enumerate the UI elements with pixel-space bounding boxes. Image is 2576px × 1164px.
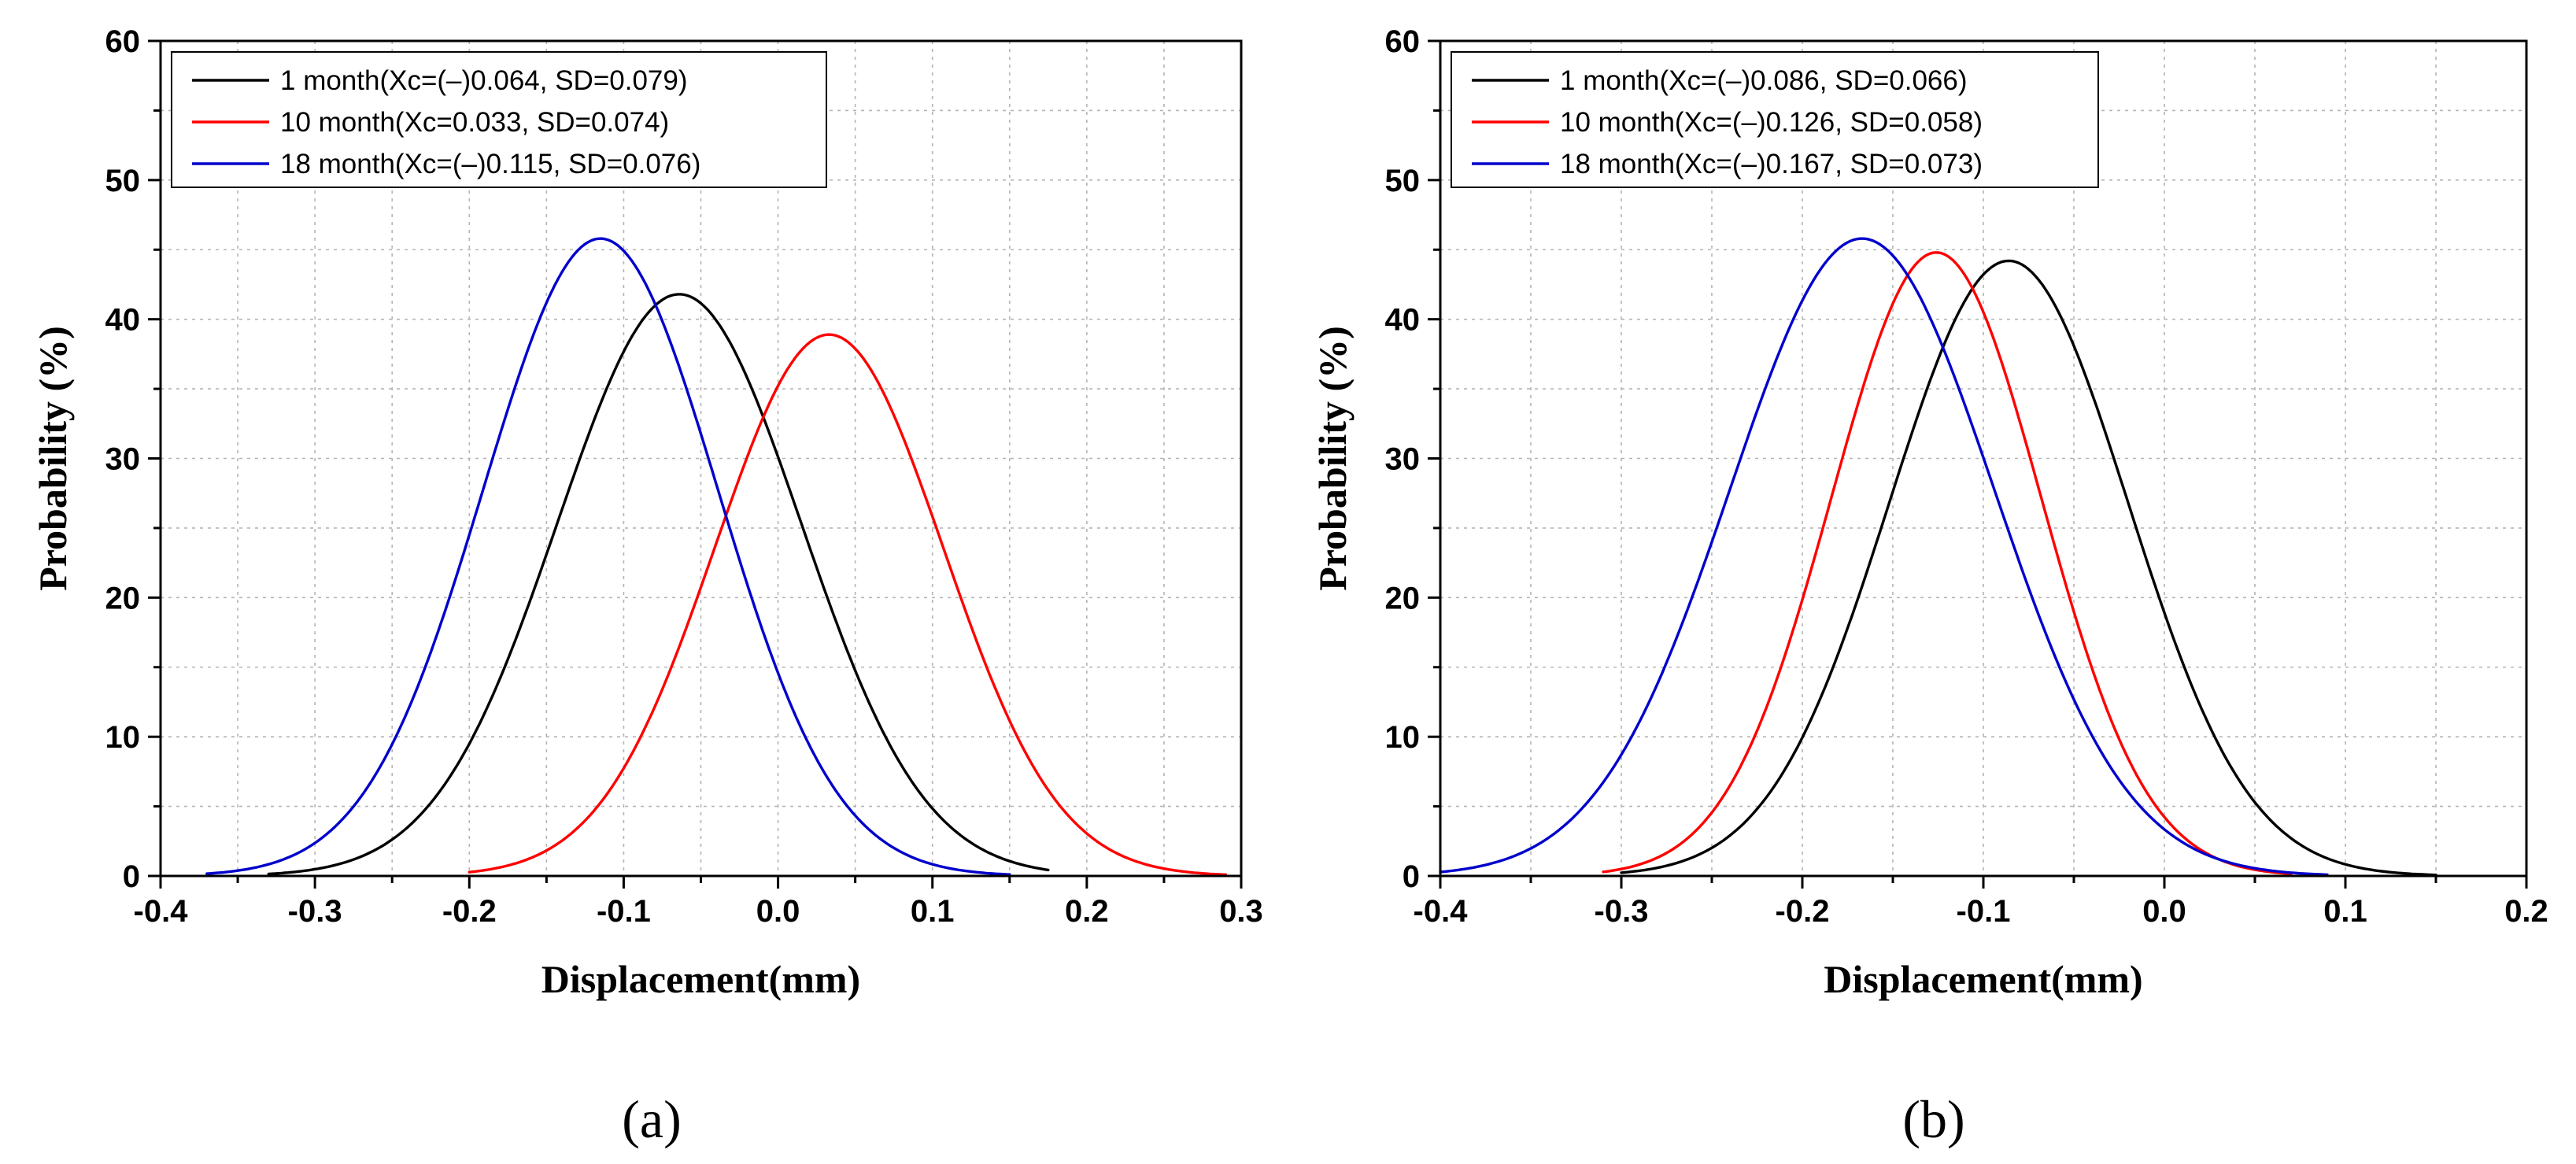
x-tick-label: 0.2: [1065, 894, 1109, 929]
y-tick-label: 10: [105, 720, 141, 755]
x-tick-label: 0.1: [2323, 894, 2367, 929]
series-group: [205, 237, 1228, 877]
series-line-1: [1620, 259, 2437, 877]
chart-panel-2: -0.4 -0.3 -0.2 -0.1 0.0 0.1 0.2 0 10 20 30 40 50 60 Di…: [1310, 24, 2548, 1149]
x-axis-title: Displacement(mm): [1824, 957, 2142, 1001]
series-line-1: [267, 293, 1050, 876]
y-tick-label: 20: [105, 581, 141, 615]
panel-label: (b): [1902, 1089, 1964, 1149]
x-tick-label: 0.0: [2142, 894, 2186, 929]
legend-label-3: 18 month(Xc=(–)0.167, SD=0.073): [1560, 149, 1983, 179]
x-tick-label: -0.2: [1776, 894, 1830, 929]
y-axis-title: Probability (%): [31, 326, 75, 591]
x-tick-label: 0.0: [756, 894, 800, 929]
x-tick-label: 0.1: [911, 894, 955, 929]
series-line-2: [1602, 251, 2293, 876]
y-axis: 0 10 20 30 40 50 60: [105, 24, 161, 894]
y-tick-label: 40: [105, 303, 141, 338]
x-tick-label: -0.4: [134, 894, 189, 929]
legend-box: [171, 51, 827, 188]
x-tick-label: -0.1: [1957, 894, 2011, 929]
y-axis-title: Probability (%): [1310, 326, 1355, 591]
x-tick-label: -0.3: [288, 894, 342, 929]
y-tick-label: 30: [105, 442, 141, 477]
series-line-2: [468, 333, 1228, 877]
legend-label-2: 10 month(Xc=(–)0.126, SD=0.058): [1560, 107, 1983, 138]
x-axis: -0.4 -0.3 -0.2 -0.1 0.0 0.1 0.2: [1414, 876, 2548, 929]
series-group: [1439, 237, 2437, 877]
x-tick-label: -0.4: [1414, 894, 1469, 929]
x-tick-label: 0.3: [1219, 894, 1263, 929]
y-tick-label: 0: [123, 859, 140, 894]
x-tick-label: -0.3: [1595, 894, 1649, 929]
legend: 1 month(Xc=(–)0.064, SD=0.079) 10 month(X…: [171, 51, 827, 188]
chart-panel-1: -0.4 -0.3 -0.2 -0.1 0.0 0.1 0.2 0.3 0 10 20 30 40 50 6…: [31, 24, 1263, 1149]
legend-label-1: 1 month(Xc=(–)0.086, SD=0.066): [1560, 65, 1968, 96]
y-tick-label: 10: [1385, 720, 1421, 755]
y-axis: 0 10 20 30 40 50 60: [1385, 24, 1440, 894]
legend: 1 month(Xc=(–)0.086, SD=0.066) 10 month(X…: [1451, 51, 2099, 188]
y-tick-label: 20: [1385, 581, 1421, 615]
x-tick-label: 0.2: [2504, 894, 2548, 929]
y-tick-label: 0: [1403, 859, 1420, 894]
x-tick-label: -0.1: [597, 894, 651, 929]
y-tick-label: 40: [1385, 303, 1421, 338]
legend-label-2: 10 month(Xc=0.033, SD=0.074): [280, 107, 669, 138]
y-tick-label: 50: [105, 164, 141, 198]
y-tick-label: 30: [1385, 442, 1421, 477]
y-tick-label: 60: [1385, 24, 1421, 59]
legend-label-1: 1 month(Xc=(–)0.064, SD=0.079): [280, 65, 688, 96]
series-line-3: [205, 237, 1011, 876]
x-axis-title: Displacement(mm): [541, 957, 860, 1001]
legend-label-3: 18 month(Xc=(–)0.115, SD=0.076): [280, 149, 700, 179]
y-tick-label: 60: [105, 24, 141, 59]
x-axis: -0.4 -0.3 -0.2 -0.1 0.0 0.1 0.2 0.3: [134, 876, 1263, 929]
x-tick-label: -0.2: [442, 894, 497, 929]
series-line-3: [1439, 237, 2329, 877]
panel-label: (a): [622, 1089, 681, 1149]
gridlines: [1440, 41, 2526, 876]
y-tick-label: 50: [1385, 164, 1421, 198]
legend-box: [1451, 51, 2099, 188]
